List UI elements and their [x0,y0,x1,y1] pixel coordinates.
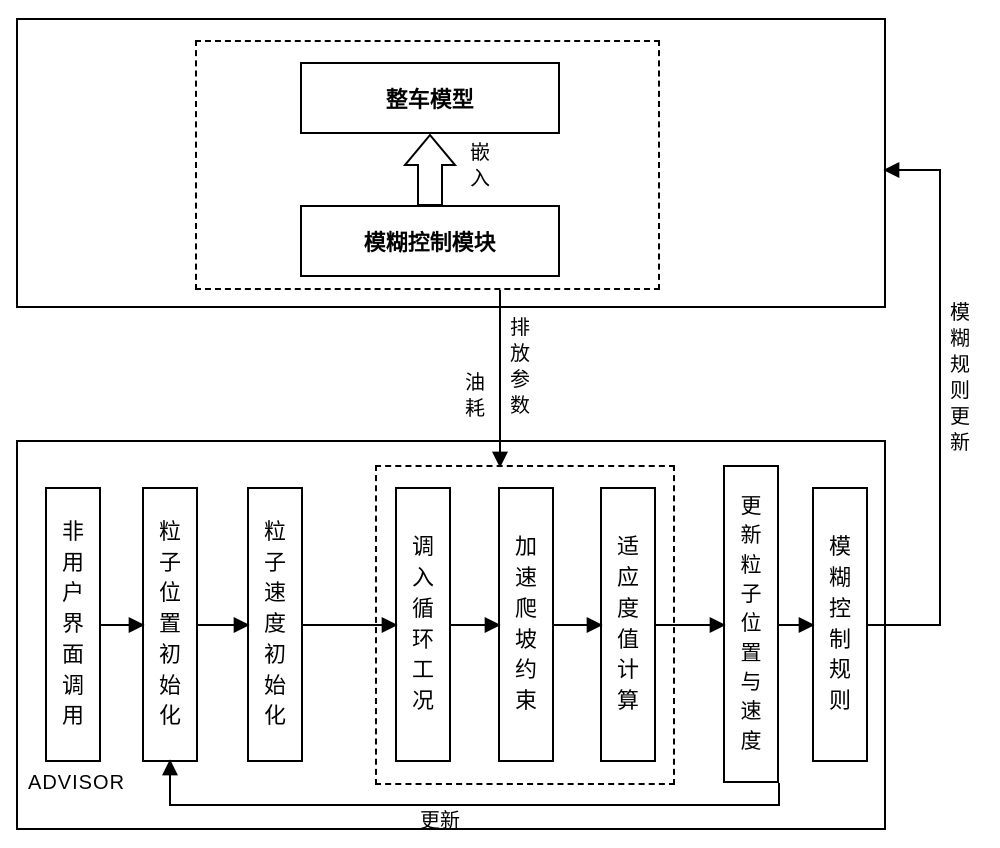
step-box-7: 更新粒子位置与速度 [723,465,779,783]
emission-label: 排放参数 [510,315,530,419]
fuel-label: 油耗 [465,370,485,422]
step-box-1: 非用户界面调用 [45,487,101,762]
step-box-5: 加速爬坡约束 [498,487,554,762]
step-box-6: 适应度值计算 [600,487,656,762]
vehicle-model-label: 整车模型 [386,82,474,114]
fuzzy-rule-update-label: 模糊规则更新 [950,300,970,456]
step-box-3: 粒子速度初始化 [247,487,303,762]
advisor-label: ADVISOR [28,770,125,796]
step-box-2: 粒子位置初始化 [142,487,198,762]
fuzzy-module-label: 模糊控制模块 [364,225,496,257]
fuzzy-module-box: 模糊控制模块 [300,205,560,277]
step-box-4: 调入循环工况 [395,487,451,762]
step-box-8: 模糊控制规则 [812,487,868,762]
update-label: 更新 [420,808,460,834]
embed-label: 嵌入 [470,140,490,192]
vehicle-model-box: 整车模型 [300,62,560,134]
